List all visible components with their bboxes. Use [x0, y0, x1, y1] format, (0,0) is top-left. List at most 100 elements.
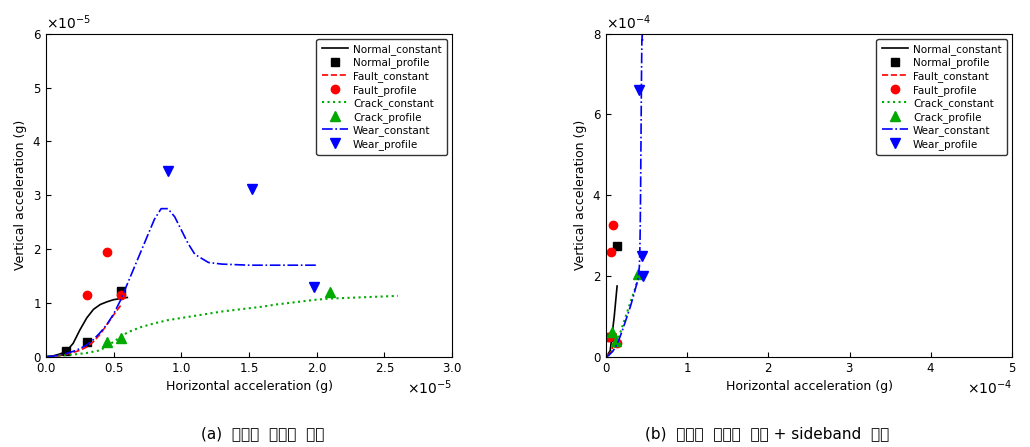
Wear_profile: [162, 168, 174, 173]
Crack_constant: [624, 299, 637, 305]
Crack_constant: [632, 275, 645, 281]
Fault_constant: [606, 347, 618, 352]
Normal_constant: [67, 341, 79, 346]
Crack_constant: [607, 348, 619, 353]
Normal_constant: [608, 314, 620, 319]
Wear_constant: [310, 262, 322, 268]
Line: Crack_profile: Crack_profile: [102, 287, 335, 346]
Crack_profile: [610, 338, 622, 343]
Wear_profile: [637, 273, 649, 278]
Wear_constant: [256, 262, 269, 268]
Crack_constant: [391, 293, 404, 299]
Crack_constant: [107, 339, 119, 344]
Fault_constant: [612, 343, 624, 348]
Wear_constant: [141, 233, 153, 238]
Normal_constant: [61, 349, 73, 354]
Wear_constant: [609, 345, 621, 350]
Fault_profile: [80, 292, 93, 298]
Wear_constant: [637, 39, 649, 44]
Crack_constant: [600, 353, 613, 358]
Crack_constant: [612, 336, 624, 341]
Normal_profile: [611, 243, 623, 249]
X-axis label: Horizontal acceleration (g): Horizontal acceleration (g): [725, 380, 893, 393]
Crack_constant: [338, 295, 350, 301]
Crack_constant: [324, 296, 337, 301]
Fault_constant: [101, 322, 113, 327]
Line: Normal_constant: Normal_constant: [47, 298, 128, 356]
Wear_constant: [107, 311, 119, 316]
Crack_constant: [80, 350, 93, 356]
Wear_constant: [162, 206, 174, 211]
Crack_constant: [628, 287, 641, 293]
Normal_constant: [114, 296, 127, 301]
Fault_constant: [114, 303, 127, 308]
Line: Wear_profile: Wear_profile: [163, 166, 319, 291]
Normal_profile: [604, 334, 616, 339]
Wear_constant: [128, 265, 140, 270]
Wear_constant: [202, 260, 214, 265]
Fault_constant: [608, 342, 620, 347]
Crack_constant: [162, 317, 174, 323]
Fault_constant: [603, 352, 615, 358]
Wear_constant: [94, 330, 106, 335]
Crack_constant: [230, 307, 242, 312]
Crack_constant: [631, 277, 644, 283]
Wear_constant: [637, 33, 649, 38]
Wear_constant: [633, 263, 646, 269]
Wear_constant: [603, 353, 615, 358]
Crack_constant: [243, 306, 255, 311]
Wear_constant: [41, 354, 54, 359]
Crack_constant: [175, 315, 187, 320]
Wear_constant: [122, 281, 134, 287]
Crack_constant: [135, 325, 147, 330]
Crack_constant: [365, 294, 377, 299]
Wear_constant: [54, 352, 66, 358]
Crack_constant: [41, 354, 54, 359]
Fault_constant: [46, 354, 59, 359]
Wear_constant: [634, 185, 647, 190]
Normal_constant: [80, 315, 93, 320]
Crack_constant: [351, 295, 364, 300]
Text: (b)  맞물림  주파수  성분 + sideband  성분: (b) 맞물림 주파수 성분 + sideband 성분: [645, 426, 890, 441]
Crack_constant: [188, 313, 201, 318]
Fault_profile: [603, 334, 615, 339]
Wear_constant: [628, 289, 641, 295]
Normal_constant: [88, 307, 100, 312]
Wear_constant: [46, 354, 59, 359]
Crack_constant: [202, 311, 214, 316]
Fault_profile: [114, 292, 127, 298]
Wear_constant: [634, 132, 647, 137]
Crack_profile: [114, 335, 127, 341]
Fault_constant: [611, 340, 623, 345]
Crack_constant: [148, 320, 161, 326]
Fault_constant: [67, 350, 79, 355]
Fault_profile: [607, 223, 619, 228]
Crack_constant: [616, 324, 628, 329]
Fault_constant: [600, 353, 613, 358]
Fault_constant: [94, 331, 106, 337]
Normal_constant: [94, 302, 106, 307]
Line: Normal_profile: Normal_profile: [606, 241, 621, 341]
Crack_constant: [603, 352, 615, 358]
Fault_constant: [61, 351, 73, 357]
Crack_constant: [122, 330, 134, 335]
Fault_constant: [88, 339, 100, 344]
Crack_constant: [216, 309, 229, 314]
Fault_profile: [611, 340, 623, 345]
Wear_profile: [245, 186, 258, 191]
Y-axis label: Vertical acceleration (g): Vertical acceleration (g): [574, 120, 587, 270]
Line: Crack_profile: Crack_profile: [607, 269, 643, 346]
Line: Normal_profile: Normal_profile: [62, 287, 125, 355]
Wear_constant: [216, 261, 229, 267]
Crack_constant: [67, 352, 79, 357]
Line: Wear_constant: Wear_constant: [607, 36, 643, 356]
Crack_profile: [101, 339, 113, 344]
Normal_constant: [46, 353, 59, 358]
Crack_constant: [94, 348, 106, 353]
Wear_constant: [612, 339, 624, 344]
Wear_profile: [308, 284, 320, 289]
Wear_constant: [182, 241, 195, 246]
Line: Fault_profile: Fault_profile: [605, 221, 621, 347]
Wear_constant: [620, 316, 632, 321]
Wear_profile: [636, 253, 648, 258]
